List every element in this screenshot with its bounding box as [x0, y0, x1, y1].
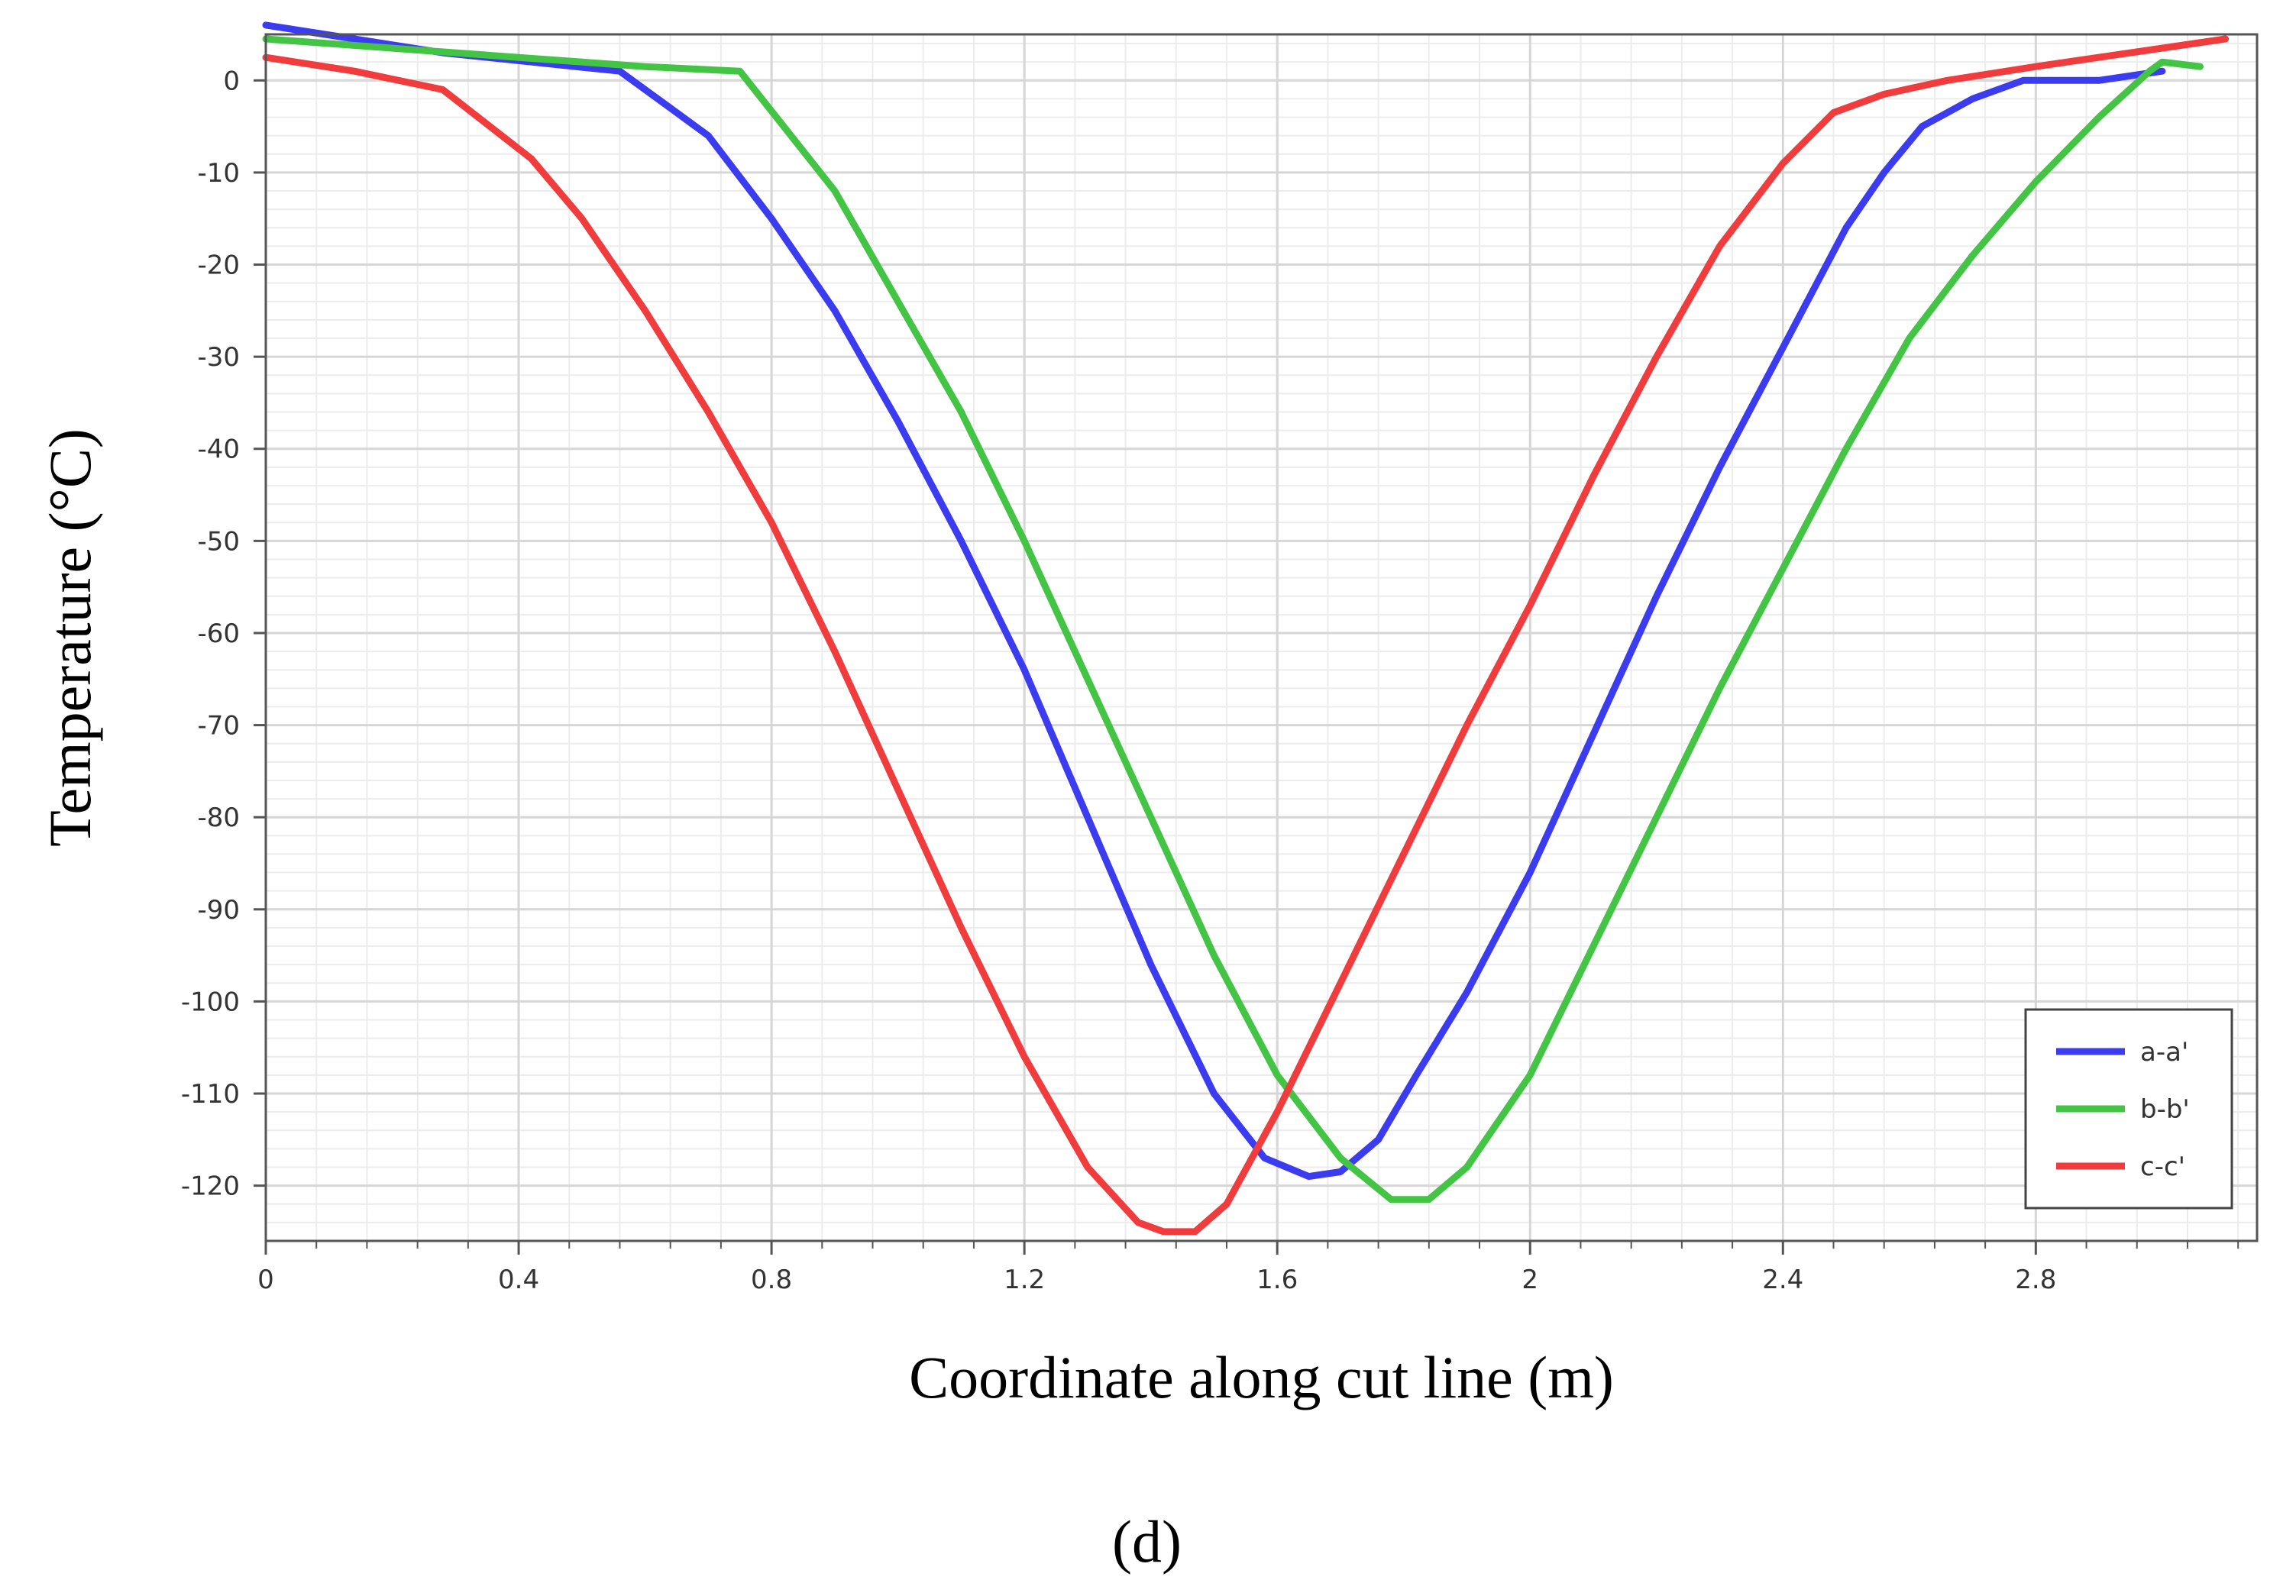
x-tick-label: 1.2 — [1004, 1265, 1045, 1295]
series-group — [262, 21, 2230, 1236]
y-tick-label: -50 — [197, 526, 240, 557]
series-line-1 — [262, 21, 2166, 1181]
y-tick-label: -40 — [197, 435, 240, 465]
x-tick-label: 0.8 — [751, 1265, 792, 1295]
y-tick-label: -110 — [181, 1079, 240, 1110]
x-tick-label: 1.6 — [1256, 1265, 1298, 1295]
plot-area — [266, 34, 2257, 1241]
y-tick-label: -80 — [197, 803, 240, 833]
series-line-2 — [262, 35, 2204, 1203]
plot-frame — [264, 33, 2259, 1242]
y-tick-label: -20 — [197, 250, 240, 281]
x-tick-label: 0 — [257, 1265, 274, 1295]
grid — [264, 34, 2257, 1242]
y-axis-title: Temperature (°C) — [37, 428, 103, 847]
x-tick-labels: 0 0.4 0.8 1.2 1.6 2 2.4 2.8 — [257, 1265, 2056, 1295]
x-tick-label: 0.4 — [498, 1265, 539, 1295]
axes — [254, 79, 2239, 1255]
y-tick-label: -70 — [197, 711, 240, 741]
x-tick-label: 2 — [1522, 1265, 1538, 1295]
x-axis-title: Coordinate along cut line (m) — [909, 1344, 1614, 1410]
y-tick-label: -100 — [181, 987, 240, 1017]
y-tick-label: -60 — [197, 619, 240, 649]
legend-label-2: b-b' — [2140, 1094, 2190, 1125]
legend: a-a' b-b' c-c' — [2024, 1008, 2233, 1210]
series-line-3 — [262, 35, 2230, 1236]
x-tick-label: 2.4 — [1762, 1265, 1803, 1295]
figure-caption: (d) — [1112, 1508, 1182, 1575]
x-tick-label: 2.8 — [2015, 1265, 2056, 1295]
y-tick-label: -30 — [197, 342, 240, 373]
y-tick-label: -120 — [181, 1171, 240, 1202]
y-tick-label: -10 — [197, 158, 240, 189]
y-tick-label: 0 — [223, 66, 240, 96]
legend-label-3: c-c' — [2140, 1152, 2185, 1182]
legend-label-1: a-a' — [2140, 1037, 2188, 1068]
y-tick-label: -90 — [197, 895, 240, 926]
y-tick-labels: 0 -10 -20 -30 -40 -50 -60 -70 -80 -90 -100 -110 -120 — [181, 66, 240, 1201]
